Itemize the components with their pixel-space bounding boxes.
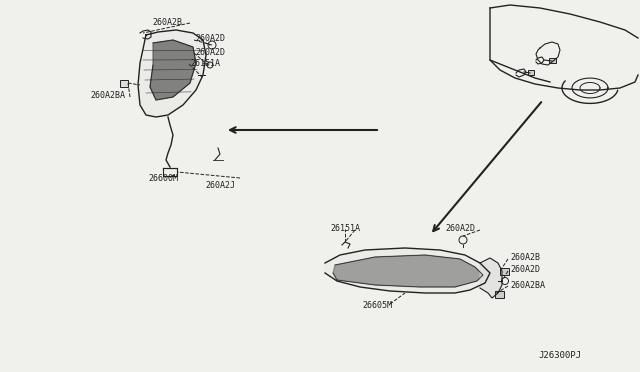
Text: 26151A: 26151A xyxy=(190,58,220,67)
Text: 260A2B: 260A2B xyxy=(152,17,182,26)
Text: 260A2D: 260A2D xyxy=(510,266,540,275)
Bar xyxy=(500,268,509,275)
Text: 26605M: 26605M xyxy=(362,301,392,310)
Bar xyxy=(549,58,556,63)
Text: 26151A: 26151A xyxy=(330,224,360,232)
Text: 260A2J: 260A2J xyxy=(205,180,235,189)
Text: 260A2D: 260A2D xyxy=(445,224,475,232)
Bar xyxy=(528,70,534,75)
Polygon shape xyxy=(480,258,502,298)
Text: 26600M: 26600M xyxy=(148,173,178,183)
Text: 260A2B: 260A2B xyxy=(510,253,540,263)
Bar xyxy=(120,80,128,87)
Bar xyxy=(495,291,504,298)
Polygon shape xyxy=(150,40,196,100)
Text: 260A2D: 260A2D xyxy=(195,48,225,57)
Polygon shape xyxy=(333,255,483,287)
Text: 260A2D: 260A2D xyxy=(195,33,225,42)
Polygon shape xyxy=(325,248,490,293)
Polygon shape xyxy=(138,30,206,117)
Text: 260A2BA: 260A2BA xyxy=(90,90,125,99)
Text: 260A2BA: 260A2BA xyxy=(510,280,545,289)
Text: J26300PJ: J26300PJ xyxy=(538,350,581,359)
